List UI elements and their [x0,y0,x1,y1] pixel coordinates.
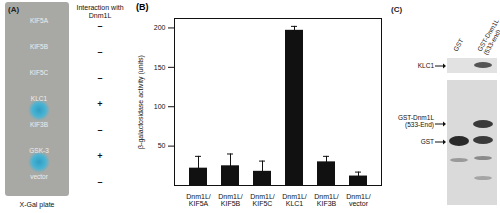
svg-text:Dnm1L/KIF5B: Dnm1L/KIF5B [218,193,243,207]
svg-text:–: – [97,73,102,83]
svg-text:GST: GST [421,138,434,145]
svg-text:+: + [97,99,102,109]
svg-text:Dnm1L/KIF3B: Dnm1L/KIF3B [314,193,339,207]
svg-text:GSK-3: GSK-3 [29,147,49,154]
svg-text:X-Gal plate: X-Gal plate [19,201,54,209]
svg-text:(A): (A) [8,5,19,14]
svg-text:KLC1: KLC1 [418,62,435,69]
svg-text:50: 50 [158,142,166,149]
svg-text:–: – [97,125,102,135]
svg-text:(C): (C) [391,5,402,14]
svg-text:vector: vector [30,173,49,180]
svg-text:Dnm1L/KLC1: Dnm1L/KLC1 [282,193,307,207]
svg-text:GST-Dnm1L(533-end): GST-Dnm1L(533-end) [476,17,500,56]
svg-text:KIF5A: KIF5A [30,17,49,24]
svg-text:KIF3B: KIF3B [30,121,48,128]
svg-text:Interaction withDnm1L: Interaction withDnm1L [76,4,123,19]
svg-text:KIF5C: KIF5C [30,69,49,76]
svg-text:–: – [97,177,102,187]
svg-text:–: – [97,47,102,57]
svg-text:KIF5B: KIF5B [30,43,48,50]
svg-text:β-galactosidase activity (unit: β-galactosidase activity (units) [137,55,145,149]
html-text:(B): (B) [136,2,149,12]
svg-text:GST: GST [452,37,465,52]
svg-text:GST-Dnm1L(533-End): GST-Dnm1L(533-End) [398,114,435,129]
svg-text:Dnm1L/KIF5C: Dnm1L/KIF5C [250,193,275,207]
svg-text:KLC1: KLC1 [31,95,48,102]
svg-text:100: 100 [154,103,166,110]
svg-text:Dnm1L/vector: Dnm1L/vector [346,193,371,207]
svg-text:150: 150 [154,64,166,71]
svg-text:200: 200 [154,24,166,31]
svg-text:+: + [97,151,102,161]
svg-text:–: – [97,21,102,31]
svg-text:Dnm1L/KIF5A: Dnm1L/KIF5A [186,193,211,207]
